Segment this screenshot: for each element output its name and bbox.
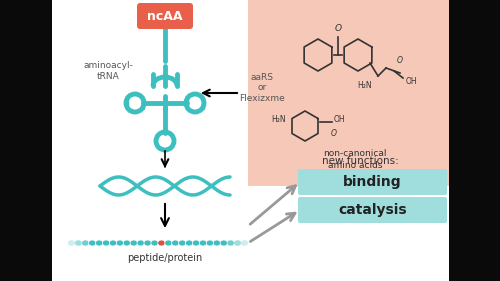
Ellipse shape [192,240,200,246]
Ellipse shape [96,240,103,246]
Text: O: O [331,129,337,138]
Ellipse shape [241,240,248,246]
Text: OH: OH [406,76,417,85]
Ellipse shape [206,240,214,246]
Text: catalysis: catalysis [338,203,407,217]
Ellipse shape [68,240,75,246]
Bar [248,0,449,186]
Ellipse shape [158,240,165,246]
Ellipse shape [234,240,241,246]
Ellipse shape [213,240,220,246]
Ellipse shape [102,240,110,246]
Ellipse shape [200,240,206,246]
Ellipse shape [110,240,116,246]
Text: non-canonical
amino acids: non-canonical amino acids [323,149,387,171]
Text: new functions:: new functions: [322,156,398,166]
Text: binding: binding [343,175,402,189]
Ellipse shape [123,240,130,246]
FancyBboxPatch shape [137,3,193,29]
Ellipse shape [172,240,179,246]
Ellipse shape [137,240,144,246]
Ellipse shape [82,240,89,246]
Text: O: O [334,24,342,33]
Bar [449,0,500,281]
Ellipse shape [151,240,158,246]
FancyBboxPatch shape [298,169,447,195]
Text: aminoacyl-
tRNA: aminoacyl- tRNA [83,61,133,81]
Text: aaRS
or
Flexizxme: aaRS or Flexizxme [239,73,285,103]
Text: H₂N: H₂N [272,115,286,124]
Ellipse shape [130,240,138,246]
Text: ncAA: ncAA [147,10,183,22]
Ellipse shape [227,240,234,246]
Text: peptide/protein: peptide/protein [128,253,202,263]
FancyBboxPatch shape [298,197,447,223]
Ellipse shape [220,240,228,246]
Ellipse shape [116,240,123,246]
Ellipse shape [75,240,82,246]
Text: OH: OH [334,115,345,124]
Ellipse shape [186,240,193,246]
Ellipse shape [178,240,186,246]
Ellipse shape [144,240,151,246]
Text: H₂N: H₂N [358,80,372,90]
Ellipse shape [88,240,96,246]
Ellipse shape [165,240,172,246]
Text: O: O [397,56,403,65]
Bar [0,0,52,281]
